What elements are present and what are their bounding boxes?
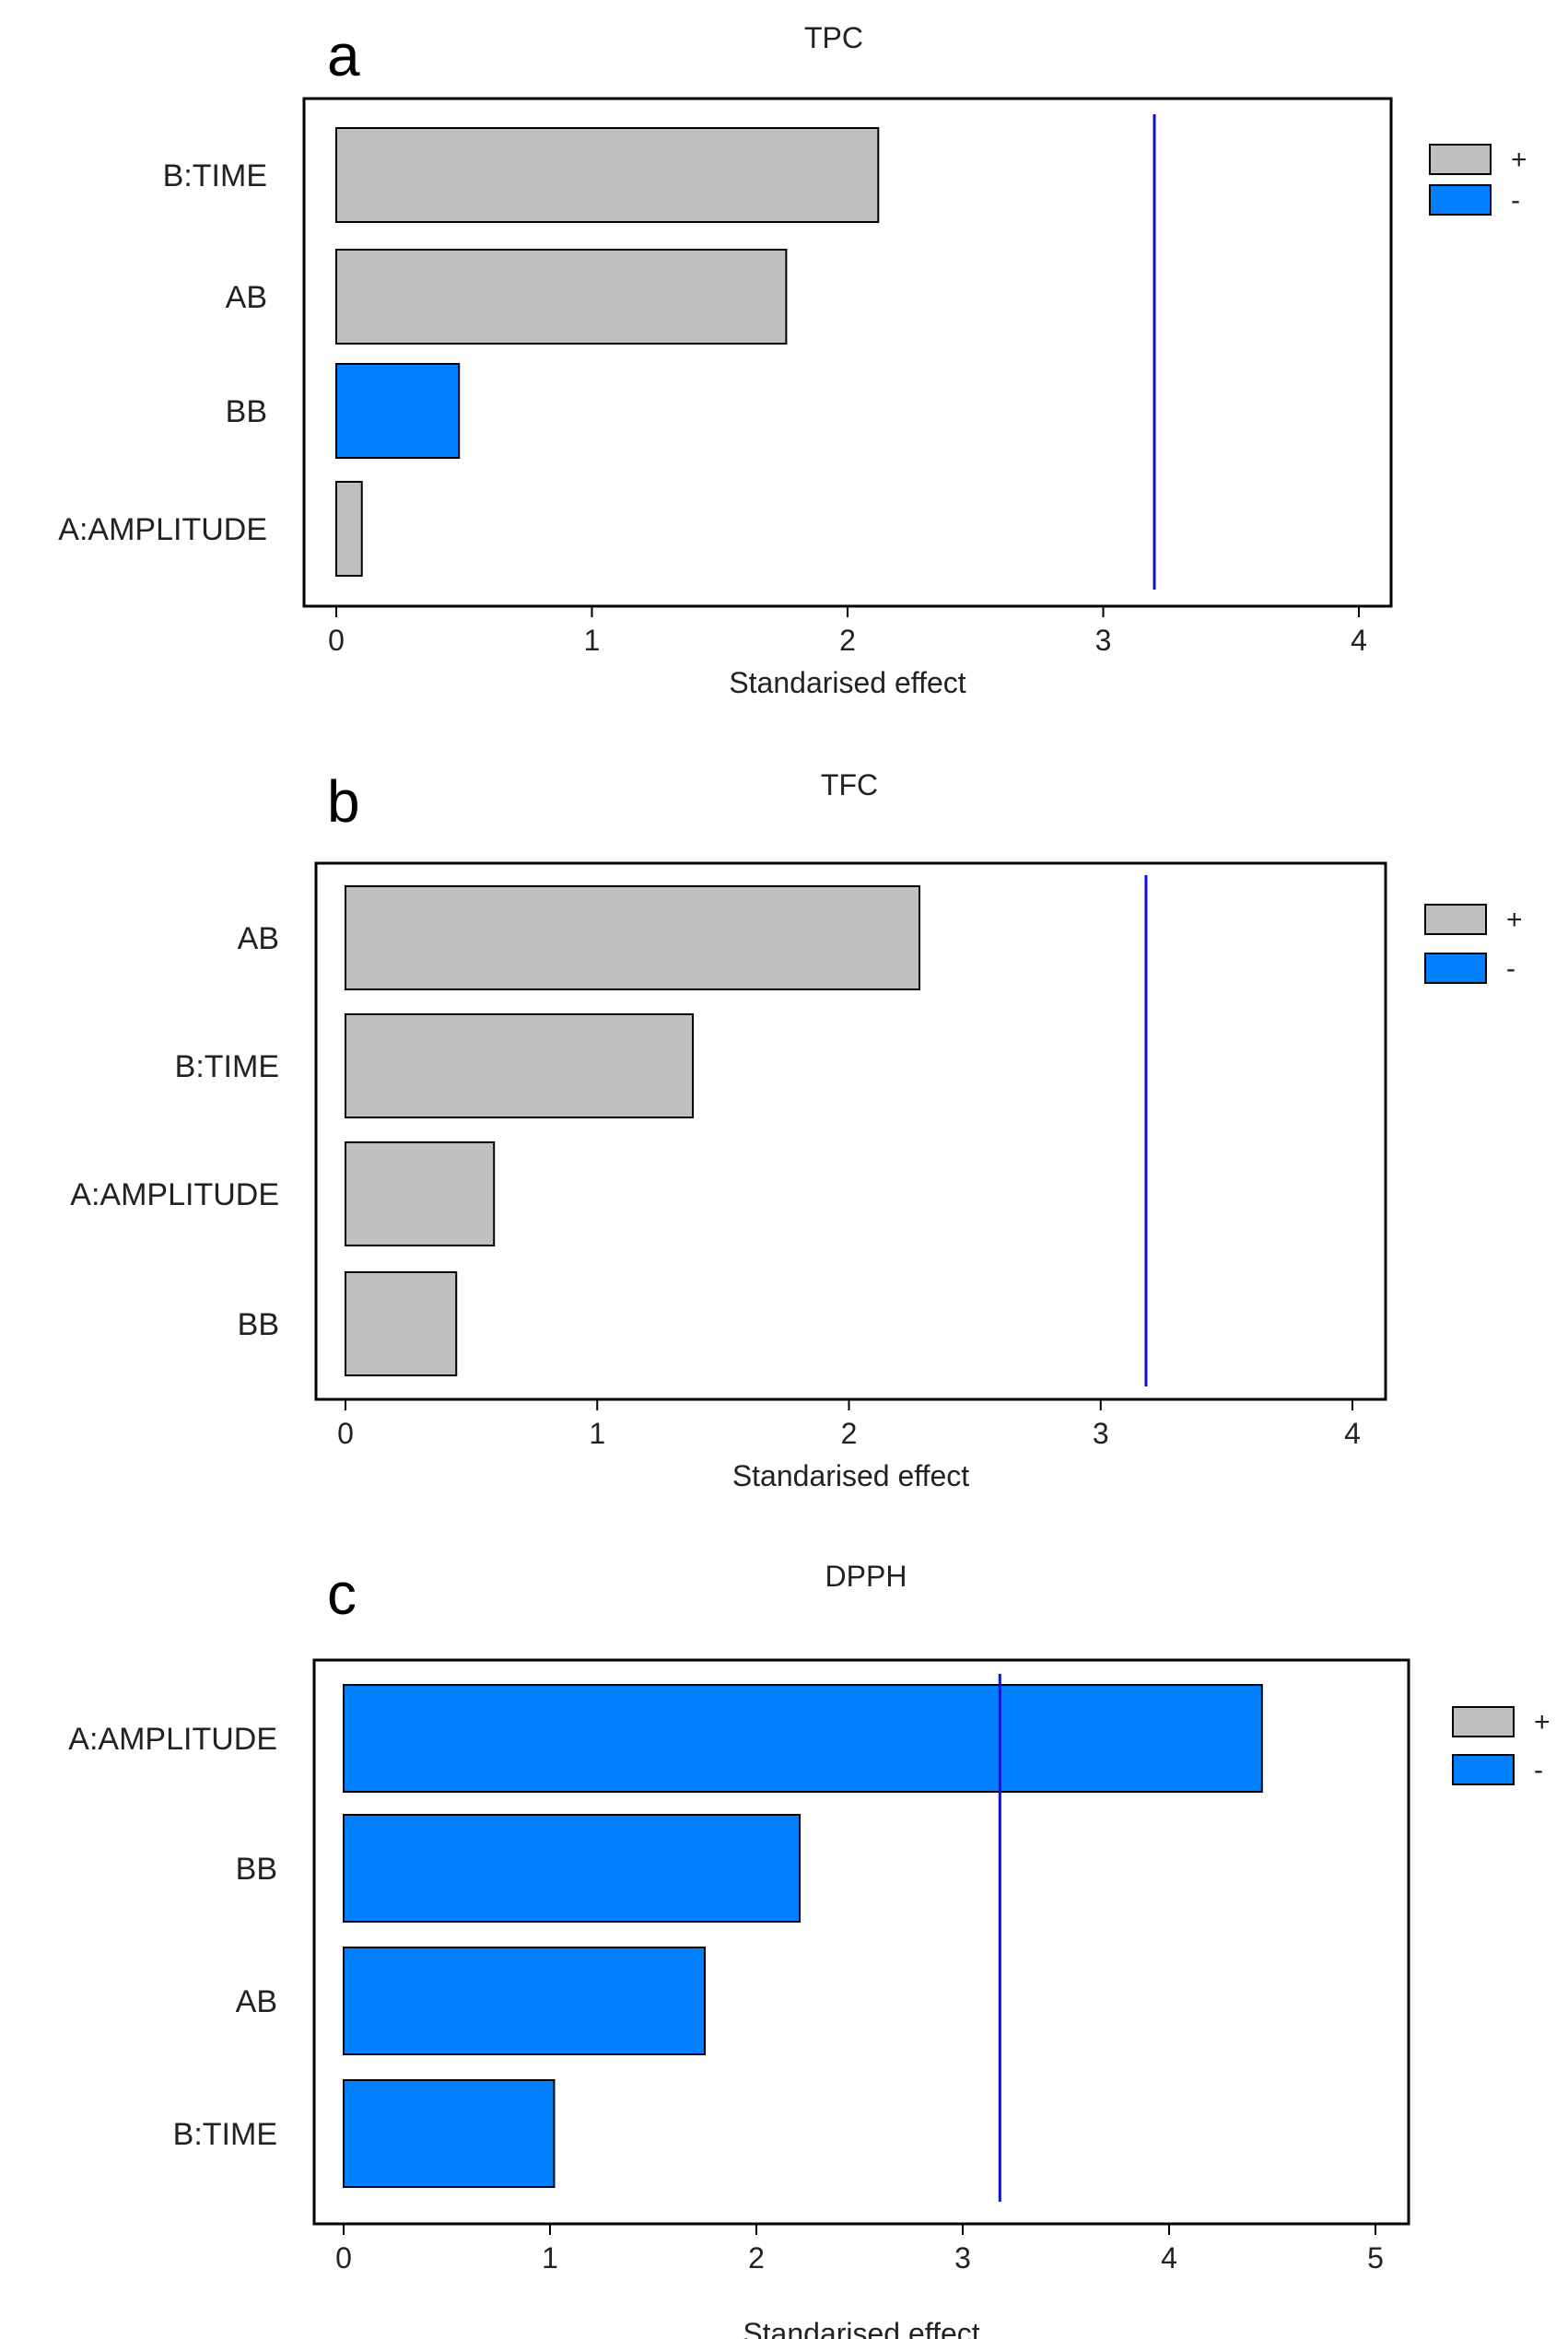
category-label-ab: AB (236, 1984, 277, 2019)
bar-a-amplitude (343, 1684, 1263, 1793)
x-tick-label: 2 (748, 2241, 765, 2275)
chart-title: TPC (804, 21, 863, 54)
category-label-bb: BB (236, 1852, 277, 1887)
bar-ab (345, 885, 921, 990)
category-label-b-time: B:TIME (163, 158, 267, 193)
x-tick-label: 2 (839, 624, 856, 657)
legend-swatch-negative (1424, 953, 1487, 984)
category-label-a-amplitude: A:AMPLITUDE (68, 1722, 277, 1757)
legend-swatch-positive (1452, 1706, 1515, 1737)
legend-label-positive: + (1506, 905, 1523, 935)
bar-a-amplitude (345, 1141, 496, 1246)
x-axis-label: Standarised effect (732, 1459, 969, 1492)
x-axis-label: Standarised effect (729, 666, 965, 699)
x-tick-label: 2 (841, 1417, 858, 1450)
x-tick-label: 5 (1367, 2241, 1384, 2275)
bar-bb (343, 1814, 802, 1923)
x-tick-label: 3 (954, 2241, 971, 2275)
legend-label-positive: + (1534, 1707, 1550, 1737)
bar-b-time (343, 2079, 556, 2188)
legend-label-negative: - (1506, 953, 1515, 984)
chart-title: DPPH (825, 1560, 907, 1593)
legend-swatch-positive (1429, 144, 1492, 175)
category-label-a-amplitude: A:AMPLITUDE (70, 1177, 279, 1212)
legend-swatch-negative (1429, 184, 1492, 216)
legend-label-negative: - (1534, 1755, 1543, 1785)
category-label-ab: AB (238, 921, 279, 956)
category-label-a-amplitude: A:AMPLITUDE (58, 512, 267, 547)
x-tick-label: 4 (1161, 2241, 1177, 2275)
legend-swatch-negative (1452, 1754, 1515, 1785)
x-tick-label: 1 (542, 2241, 558, 2275)
chart-panel-b: b TFC AB B:TIME A:AMPLITUDE BB 0 1 2 3 4 Standarise… (70, 768, 1522, 1492)
x-tick-label: 0 (335, 2241, 352, 2275)
bar-ab (335, 249, 788, 345)
bar-bb (345, 1271, 458, 1376)
category-label-b-time: B:TIME (173, 2117, 277, 2152)
bar-a-amplitude (335, 481, 363, 577)
bar-b-time (335, 127, 880, 223)
panel-letter: c (327, 1561, 357, 1627)
x-tick-label: 0 (337, 1417, 354, 1450)
x-tick-label: 4 (1344, 1417, 1361, 1450)
bar-ab (343, 1947, 706, 2055)
x-tick-label: 3 (1095, 624, 1112, 657)
chart-panel-a: a TPC B:TIME AB BB A:AMPLITUDE 0 1 2 3 4 Standarise… (58, 21, 1527, 699)
category-label-ab: AB (226, 280, 267, 315)
category-label-bb: BB (238, 1307, 279, 1342)
x-tick-label: 1 (584, 624, 601, 657)
category-label-b-time: B:TIME (175, 1049, 279, 1084)
x-tick-label: 3 (1093, 1417, 1109, 1450)
panel-letter: a (327, 22, 360, 88)
panel-letter: b (327, 768, 360, 835)
legend-swatch-positive (1424, 904, 1487, 935)
x-axis-label: Standarised effect (743, 2317, 979, 2339)
category-label-bb: BB (226, 394, 267, 429)
legend-label-positive: + (1511, 145, 1527, 175)
x-tick-label: 0 (328, 624, 345, 657)
chart-title: TFC (821, 768, 878, 801)
x-tick-label: 4 (1351, 624, 1367, 657)
bar-b-time (345, 1013, 695, 1118)
legend-label-negative: - (1511, 185, 1520, 216)
chart-panel-c: c DPPH A:AMPLITUDE BB AB B:TIME 0 1 2 3 4 5 Standari… (68, 1560, 1550, 2339)
bar-bb (335, 363, 461, 459)
x-tick-label: 1 (589, 1417, 605, 1450)
